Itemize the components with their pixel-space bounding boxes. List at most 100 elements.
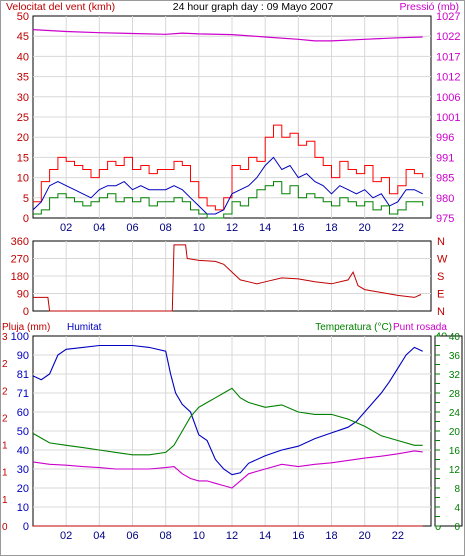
humidity-tick-label: 40 xyxy=(17,445,29,457)
direction-left-tick-labels: 0 90 180 270 360 xyxy=(11,236,29,318)
x-tick-label: 22 xyxy=(392,222,404,234)
x-tick-label: 12 xyxy=(226,222,238,234)
humidity-tick-label: 30 xyxy=(17,464,29,476)
temperature-strip-ticks: 0 4 8 12 16 20 24 28 32 36 40 xyxy=(435,332,460,533)
humidity-tick-label: 90 xyxy=(17,350,29,362)
left-tick-label: 45 xyxy=(17,31,29,43)
right-tick-label: 991 xyxy=(436,152,454,164)
temperature-axis-label: Temperatura (°C) xyxy=(315,322,392,333)
x-tick-label: 10 xyxy=(193,222,205,234)
left-tick-label: 10 xyxy=(17,173,29,185)
climate-x-tick-labels: 02 04 06 08 10 12 14 16 18 20 22 xyxy=(60,530,404,542)
humidity-tick-label: 81 xyxy=(17,369,29,381)
humidity-axis-label: Humitat xyxy=(67,322,102,333)
humidity-tick-label: 71 xyxy=(17,388,29,400)
wind-direction-series xyxy=(33,244,422,312)
wind-x-tick-labels: 02 04 06 08 10 12 14 16 18 20 22 xyxy=(60,222,404,234)
right-tick-label: 996 xyxy=(436,132,454,144)
series-line-pressure xyxy=(32,29,423,42)
series-line-direction xyxy=(33,244,422,312)
compass-tick-label: S xyxy=(437,271,444,283)
temperature-tick-label: 0 xyxy=(435,521,441,533)
compass-tick-label: W xyxy=(437,254,448,266)
series-line-bearing_var xyxy=(33,181,424,219)
direction-tick-label: 0 xyxy=(23,306,29,318)
x-tick-label: 14 xyxy=(259,530,271,542)
strip-tick-label: 24 xyxy=(449,408,461,419)
rain-tick-label: 2 xyxy=(2,359,8,370)
direction-tick-label: 360 xyxy=(11,236,29,248)
x-tick-label: 06 xyxy=(126,530,138,542)
right-tick-label: 1022 xyxy=(436,31,460,43)
wind-direction-grid xyxy=(33,241,431,311)
x-tick-label: 20 xyxy=(359,530,371,542)
rain-tick-label: 1 xyxy=(2,468,8,479)
series-line-temperature xyxy=(32,387,423,456)
rain-tick-label: 1 xyxy=(2,441,8,452)
rain-tick-label: 1 xyxy=(2,495,8,506)
strip-tick-label: 40 xyxy=(449,332,461,343)
rain-tick-label: 2 xyxy=(2,413,8,424)
humidity-tick-label: 10 xyxy=(17,502,29,514)
direction-tick-label: 270 xyxy=(11,254,29,266)
chart-title: 24 hour graph day : 09 Mayo 2007 xyxy=(173,1,334,13)
x-tick-label: 18 xyxy=(325,222,337,234)
left-tick-label: 5 xyxy=(23,193,29,205)
strip-tick-label: 36 xyxy=(449,351,461,362)
strip-tick-label: 12 xyxy=(449,465,461,476)
strip-tick-label: 16 xyxy=(449,446,461,457)
right-tick-label: 1027 xyxy=(436,11,460,23)
x-tick-label: 08 xyxy=(160,222,172,234)
compass-tick-label: E xyxy=(437,289,444,301)
x-tick-label: 20 xyxy=(359,222,371,234)
pressure-right-axis-label: Pressió (mb) xyxy=(399,1,459,13)
strip-tick-label: 4 xyxy=(454,503,460,514)
series-line-gust xyxy=(33,124,424,211)
rain-tick-label: 3 xyxy=(2,332,8,343)
x-tick-label: 08 xyxy=(160,530,172,542)
left-tick-label: 40 xyxy=(17,51,29,63)
rain-tick-label: 2 xyxy=(2,386,8,397)
strip-tick-label: 8 xyxy=(454,484,460,495)
strip-tick-label: 32 xyxy=(449,370,461,381)
right-tick-label: 1012 xyxy=(436,72,460,84)
strip-tick-label: 0 xyxy=(454,522,460,533)
series-line-dewpoint xyxy=(32,450,423,489)
strip-tick-label: 28 xyxy=(449,389,461,400)
humidity-tick-label: 20 xyxy=(17,483,29,495)
x-tick-label: 04 xyxy=(93,530,105,542)
x-tick-label: 06 xyxy=(126,222,138,234)
left-tick-label: 15 xyxy=(17,152,29,164)
humidity-tick-label: 60 xyxy=(17,407,29,419)
right-tick-label: 1006 xyxy=(436,92,460,104)
left-tick-label: 35 xyxy=(17,72,29,84)
left-tick-label: 0 xyxy=(23,213,29,225)
dewpoint-axis-label: Punt rosada xyxy=(393,322,447,333)
compass-tick-label: N xyxy=(437,236,445,248)
x-tick-label: 18 xyxy=(325,530,337,542)
left-tick-label: 50 xyxy=(17,11,29,23)
series-line-humidity xyxy=(32,344,423,476)
x-tick-label: 12 xyxy=(226,530,238,542)
humidity-tick-label: 0 xyxy=(23,521,29,533)
right-tick-label: 1001 xyxy=(436,112,460,124)
humidity-tick-label: 100 xyxy=(11,331,29,343)
wind-left-axis-label: Velocitat del vent (kmh) xyxy=(6,1,115,13)
x-tick-label: 02 xyxy=(60,530,72,542)
compass-tick-label: N xyxy=(437,306,445,318)
left-tick-label: 25 xyxy=(17,112,29,124)
wind-left-tick-labels: 0 5 10 15 20 25 30 35 40 45 50 xyxy=(17,11,29,225)
pressure-right-tick-labels: 975 980 985 991 996 1001 1006 1012 1017 1022 1027 xyxy=(436,11,460,225)
x-tick-label: 10 xyxy=(193,530,205,542)
direction-tick-label: 180 xyxy=(11,271,29,283)
x-tick-label: 04 xyxy=(93,222,105,234)
left-tick-label: 30 xyxy=(17,92,29,104)
series-line-speed xyxy=(32,156,423,215)
x-tick-label: 02 xyxy=(60,222,72,234)
rain-tick-label: 0 xyxy=(2,522,8,533)
humidity-tick-label: 50 xyxy=(17,426,29,438)
